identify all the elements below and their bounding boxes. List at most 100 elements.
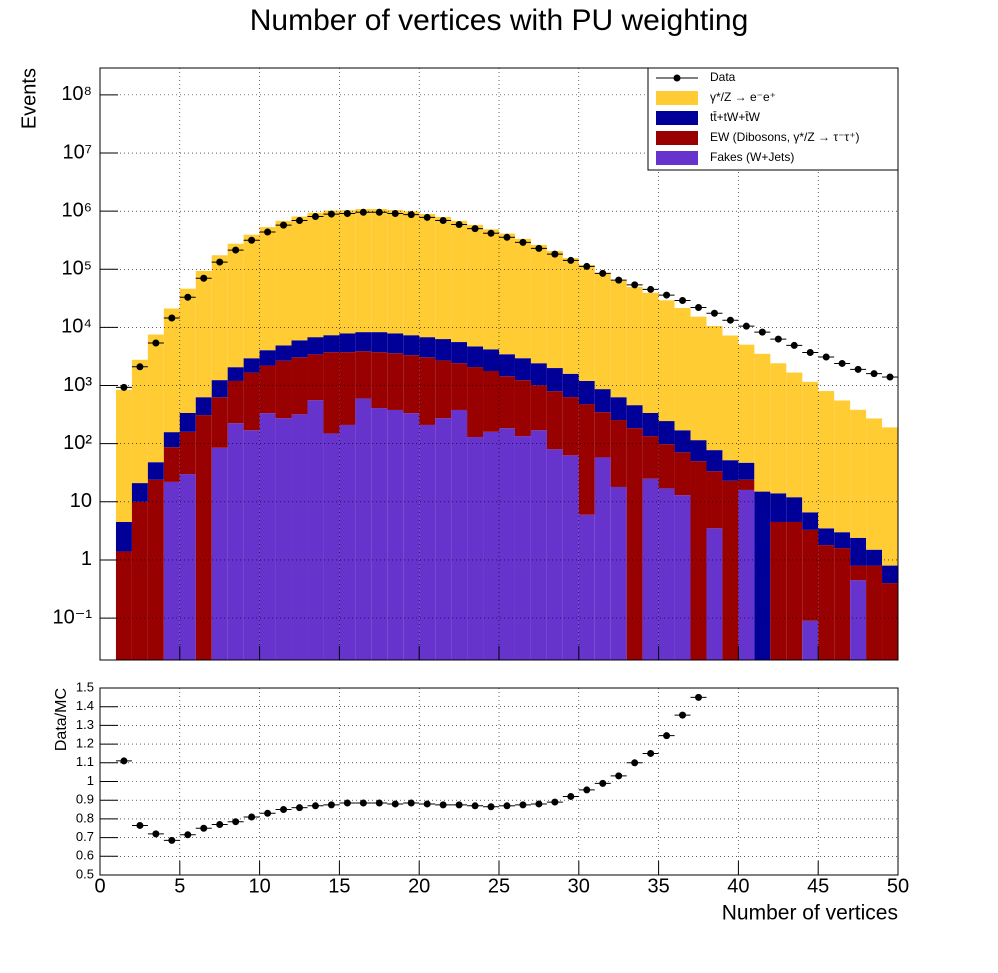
data-point — [216, 258, 224, 266]
y-tick-label: 1.1 — [76, 754, 94, 769]
stack-bar — [403, 211, 420, 336]
data-point — [471, 225, 479, 233]
data-point — [679, 297, 687, 305]
stack-bar — [227, 380, 244, 424]
stack-bar — [834, 548, 851, 660]
y-tick-label: 10⁷ — [63, 141, 92, 163]
y-tick-label: 0.8 — [76, 810, 94, 825]
stack-bar — [626, 405, 643, 429]
ratio-point — [280, 806, 288, 814]
x-tick-label: 45 — [807, 875, 829, 897]
x-tick-label: 30 — [568, 875, 590, 897]
stack-bar — [674, 452, 691, 496]
stack-bar — [834, 532, 851, 549]
y-tick-label: 0.6 — [76, 848, 94, 863]
stack-bar — [499, 233, 515, 355]
stack-bar — [275, 418, 292, 660]
stack-bar — [770, 363, 787, 494]
ratio-point — [679, 711, 687, 719]
data-point — [184, 293, 192, 301]
stack-bar — [387, 333, 404, 354]
ratio-point — [695, 693, 702, 701]
data-point — [232, 246, 240, 254]
stack-bar — [195, 270, 212, 398]
stack-bar — [147, 479, 164, 660]
ratio-point — [663, 732, 671, 740]
stack-bar — [291, 340, 308, 358]
ratio-point — [503, 802, 511, 810]
data-point — [535, 244, 543, 252]
stack-bar — [738, 344, 755, 463]
stack-bar — [179, 431, 196, 475]
stack-bar — [243, 430, 260, 660]
ratio-point — [567, 792, 575, 800]
stack-bar — [275, 360, 292, 419]
stack-bar — [387, 210, 404, 334]
stack-bar — [594, 272, 611, 390]
stack-bar — [546, 391, 563, 450]
data-point — [280, 221, 288, 229]
stack-bar — [690, 440, 707, 462]
x-tick-label: 20 — [408, 875, 430, 897]
stack-bar — [259, 365, 276, 414]
ratio-point — [359, 799, 367, 807]
ratio-point — [168, 836, 176, 844]
data-point — [615, 276, 623, 284]
y-axis-label: Data/MC — [53, 688, 70, 751]
legend-label: γ*/Z → e⁻e⁺ — [710, 90, 776, 104]
ratio-point — [327, 801, 335, 809]
stack-bar — [499, 428, 515, 660]
stack-bar — [658, 300, 675, 422]
stack-bar — [882, 427, 898, 566]
stack-bar — [451, 363, 468, 410]
stack-bar — [626, 287, 643, 406]
stack-bar — [530, 385, 547, 431]
y-tick-label: 1.4 — [76, 698, 94, 713]
x-tick-label: 0 — [94, 875, 105, 897]
ratio-point — [583, 786, 591, 794]
stack-bar — [291, 357, 308, 415]
stack-bar — [530, 430, 547, 660]
stack-bar — [562, 258, 579, 374]
stack-bar — [211, 380, 228, 398]
x-tick-label: 25 — [488, 875, 510, 897]
stack-bar — [259, 413, 276, 660]
y-axis-label: Events — [18, 68, 40, 129]
data-point — [375, 208, 383, 216]
stack-bar — [403, 335, 420, 356]
stack-bar — [514, 358, 531, 381]
stack-bar — [115, 551, 132, 660]
x-tick-label: 35 — [647, 875, 669, 897]
stack-bar — [483, 229, 499, 350]
stack-bar — [802, 529, 819, 621]
stack-bar — [227, 243, 244, 368]
stack-bar — [467, 367, 484, 438]
ratio-point — [296, 804, 303, 812]
stack-bar — [706, 471, 723, 529]
y-tick-label: 1.5 — [76, 679, 94, 694]
stack-bar — [562, 397, 579, 456]
stack-bar — [419, 357, 436, 425]
stack-bar — [435, 418, 452, 660]
ratio-point — [232, 818, 240, 826]
x-tick-label: 50 — [887, 875, 909, 897]
stack-bar — [594, 389, 611, 413]
stack-bar — [243, 358, 260, 373]
y-tick-label: 1.2 — [76, 736, 94, 751]
stack-bar — [866, 549, 883, 566]
stack-bar — [578, 380, 595, 405]
data-point — [742, 322, 750, 330]
stack-bar — [514, 436, 531, 660]
stack-bar — [578, 404, 595, 515]
stack-bar — [339, 333, 356, 353]
stack-bar — [642, 413, 659, 437]
ratio-point — [120, 757, 128, 765]
stack-bar — [323, 335, 340, 353]
ratio-point — [599, 779, 607, 787]
stack-bar — [243, 372, 260, 431]
stack-bar — [131, 359, 148, 484]
stack-bar — [371, 332, 388, 353]
stack-bar — [738, 489, 755, 660]
ratio-point — [216, 821, 224, 829]
